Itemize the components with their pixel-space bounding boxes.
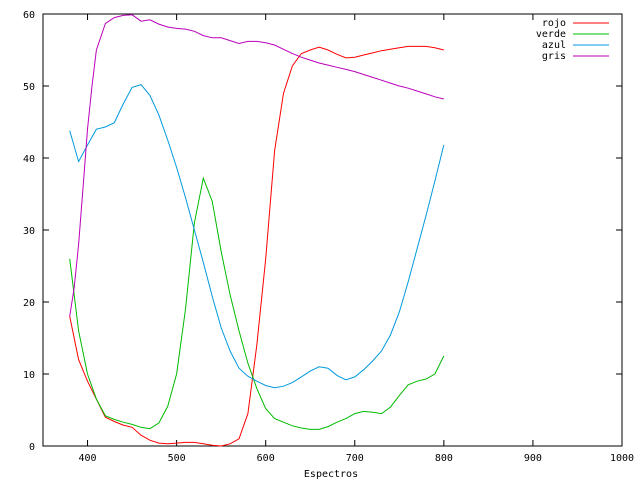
y-tick-label-60: 60 (23, 10, 35, 21)
plot-frame (42, 13, 623, 447)
y-tick-label-40: 40 (23, 154, 35, 165)
series-line-azul (69, 84, 445, 389)
x-tick-label-600: 600 (257, 453, 275, 464)
x-tick-label-700: 700 (346, 453, 364, 464)
axis-tick-labels: 400 500 600 700 800 900 1000 0 10 20 30 40 50 60 (23, 10, 634, 464)
axis-ticks (43, 13, 623, 447)
series-lines (69, 14, 445, 447)
x-tick-label-400: 400 (79, 453, 97, 464)
y-tick-label-0: 0 (29, 442, 35, 453)
series-line-gris (69, 14, 444, 317)
x-tick-label-500: 500 (168, 453, 186, 464)
x-tick-label-1000: 1000 (610, 453, 634, 464)
y-tick-label-10: 10 (23, 370, 35, 381)
x-tick-label-800: 800 (435, 453, 453, 464)
y-tick-label-20: 20 (23, 298, 35, 309)
legend-label-rojo: rojo (542, 18, 566, 29)
legend-label-gris: gris (542, 51, 566, 62)
y-tick-label-30: 30 (23, 226, 35, 237)
y-tick-label-50: 50 (23, 82, 35, 93)
x-axis-title: Espectros (304, 469, 358, 480)
series-line-verde (69, 176, 445, 430)
legend-label-azul: azul (542, 40, 566, 51)
legend-label-verde: verde (536, 29, 566, 40)
series-line-rojo (69, 45, 444, 447)
x-tick-label-900: 900 (524, 453, 542, 464)
